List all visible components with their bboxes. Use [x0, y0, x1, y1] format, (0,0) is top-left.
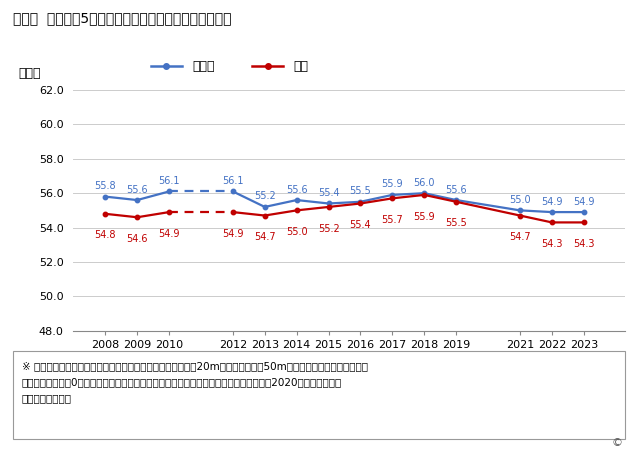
- Text: 55.0: 55.0: [509, 195, 531, 205]
- Text: 54.9: 54.9: [573, 197, 595, 207]
- Text: 56.1: 56.1: [158, 176, 180, 186]
- Text: 54.6: 54.6: [126, 234, 148, 244]
- Text: 54.8: 54.8: [94, 230, 116, 240]
- Text: 56.0: 56.0: [413, 178, 435, 188]
- Text: ※ 総合点は、握力、上体起こし、長座体前屈、反復横とび、20mシャトルラン、50m走、立ち幅とび、ソフトボー
ル投げの各種目を0点満点で評価した合計点。評価基準: ※ 総合点は、握力、上体起こし、長座体前屈、反復横とび、20mシャトルラン、50…: [22, 361, 368, 403]
- Text: 55.4: 55.4: [318, 188, 339, 198]
- Text: 55.6: 55.6: [126, 184, 148, 194]
- Text: 55.6: 55.6: [445, 184, 467, 194]
- Text: ［点］: ［点］: [18, 68, 41, 81]
- Text: ©: ©: [611, 438, 622, 448]
- Text: 54.3: 54.3: [541, 239, 563, 249]
- Text: 栃木県  女子小剶5年生の体力運動能力は向上しているか: 栃木県 女子小剶5年生の体力運動能力は向上しているか: [13, 11, 231, 25]
- Text: 55.2: 55.2: [318, 224, 339, 234]
- FancyBboxPatch shape: [13, 351, 625, 439]
- Text: 55.9: 55.9: [413, 212, 435, 221]
- Text: 54.7: 54.7: [509, 232, 531, 242]
- Text: 56.1: 56.1: [222, 176, 244, 186]
- Text: 54.7: 54.7: [254, 232, 276, 242]
- Text: 55.5: 55.5: [445, 218, 467, 229]
- Text: 55.7: 55.7: [382, 215, 403, 225]
- Text: 54.9: 54.9: [541, 197, 563, 207]
- Text: 55.4: 55.4: [350, 220, 371, 230]
- Text: 54.9: 54.9: [158, 229, 180, 239]
- Text: 55.5: 55.5: [350, 186, 371, 196]
- Text: 54.3: 54.3: [573, 239, 595, 249]
- Text: 55.0: 55.0: [286, 227, 308, 237]
- Text: 55.2: 55.2: [254, 191, 276, 202]
- Text: 55.6: 55.6: [286, 184, 308, 194]
- Text: 54.9: 54.9: [222, 229, 244, 239]
- Legend: 栃木県, 全国: 栃木県, 全国: [146, 55, 313, 78]
- Text: 55.9: 55.9: [382, 180, 403, 189]
- Text: 55.8: 55.8: [94, 181, 116, 191]
